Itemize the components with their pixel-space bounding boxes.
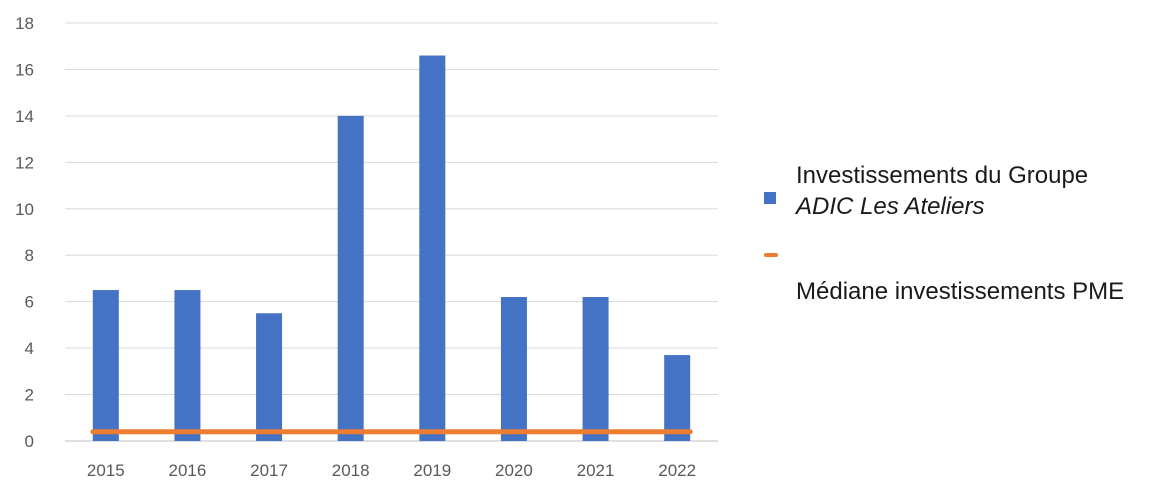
y-tick-label: 10 bbox=[15, 200, 34, 219]
gridlines bbox=[65, 22, 718, 442]
y-tick-label: 14 bbox=[15, 107, 34, 126]
x-tick-label: 2020 bbox=[495, 461, 533, 480]
legend-label-line2: ADIC Les Ateliers bbox=[796, 193, 985, 220]
legend-label-mediane: Médiane investissements PME bbox=[796, 278, 1125, 305]
legend: Investissements du Groupe ADIC Les Ateli… bbox=[760, 160, 1155, 307]
bar bbox=[582, 297, 609, 441]
y-tick-label: 12 bbox=[15, 153, 34, 172]
legend-label-line1: Investissements du Groupe bbox=[796, 162, 1089, 189]
y-tick-label: 8 bbox=[25, 246, 34, 265]
y-tick-label: 0 bbox=[25, 432, 34, 451]
bar bbox=[256, 313, 283, 441]
x-tick-label: 2019 bbox=[413, 461, 451, 480]
bar bbox=[92, 290, 119, 441]
y-tick-label: 2 bbox=[25, 386, 34, 405]
x-tick-label: 2021 bbox=[577, 461, 615, 480]
bar bbox=[419, 55, 446, 442]
x-axis-tick-labels: 2015 2016 2017 2018 2019 2020 2021 2022 bbox=[87, 461, 696, 480]
y-axis-tick-labels: 0 2 4 6 8 10 12 14 16 18 bbox=[15, 14, 34, 451]
y-tick-label: 16 bbox=[15, 60, 34, 79]
bar bbox=[664, 355, 691, 441]
y-tick-label: 6 bbox=[25, 293, 34, 312]
y-tick-label: 4 bbox=[25, 339, 34, 358]
x-tick-label: 2016 bbox=[169, 461, 207, 480]
bar bbox=[174, 290, 201, 441]
legend-swatch-line bbox=[764, 253, 778, 257]
x-tick-label: 2018 bbox=[332, 461, 370, 480]
legend-item-mediane: Médiane investissements PME bbox=[760, 248, 1155, 307]
y-tick-label: 18 bbox=[15, 14, 34, 33]
x-tick-label: 2017 bbox=[250, 461, 288, 480]
bar-series bbox=[92, 55, 691, 442]
x-tick-label: 2022 bbox=[658, 461, 696, 480]
legend-item-investissements: Investissements du Groupe ADIC Les Ateli… bbox=[760, 160, 1155, 222]
bar bbox=[500, 297, 527, 441]
legend-swatch-bar bbox=[764, 192, 776, 204]
x-tick-label: 2015 bbox=[87, 461, 125, 480]
chart: 0 2 4 6 8 10 12 14 16 18 2015 2016 2017 2018 2019 2020… bbox=[15, 14, 718, 480]
bar bbox=[337, 115, 364, 441]
